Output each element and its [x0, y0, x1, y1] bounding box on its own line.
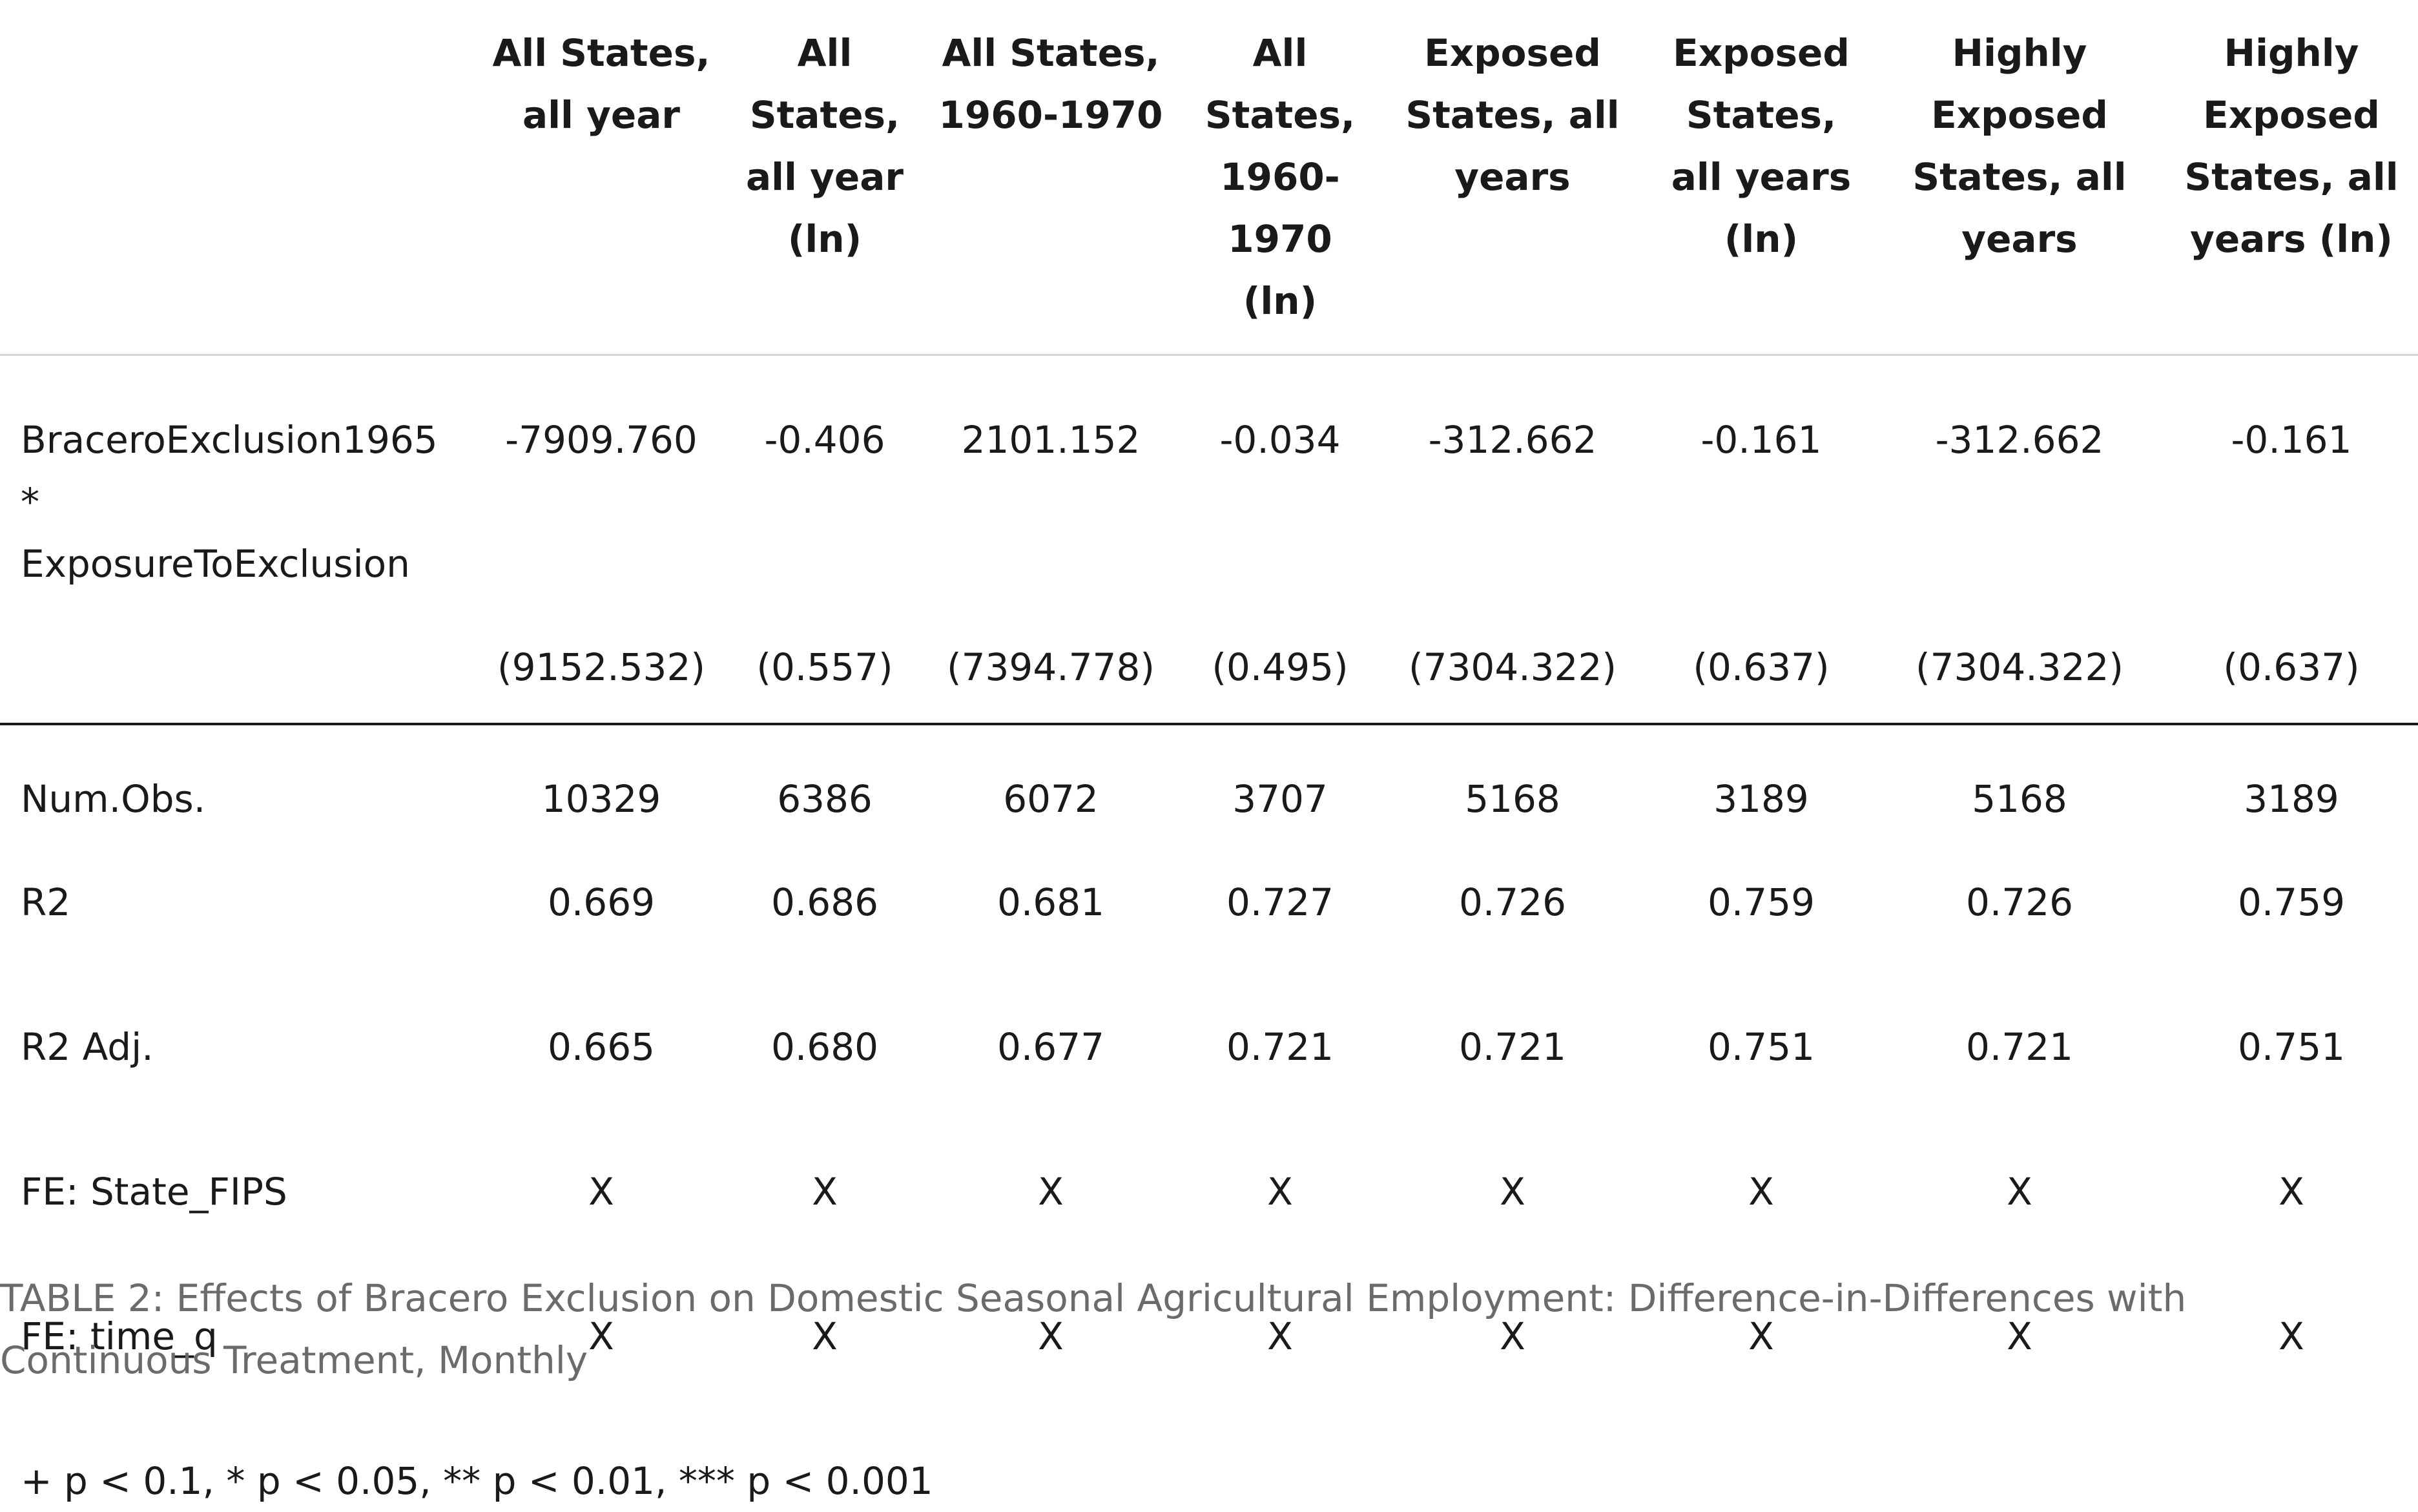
stat-value: 0.759 — [1707, 880, 1815, 924]
coefficient-estimate: -0.161 — [2231, 418, 2352, 462]
header-row: All States, all year All States, all yea… — [0, 0, 2418, 356]
coefficient-estimate: -0.406 — [764, 418, 885, 462]
stat-row-fe-state: FE: State_FIPS X X X X X X X X — [0, 1119, 2418, 1264]
stat-value: 0.727 — [1226, 880, 1334, 924]
stat-value: X — [1748, 1170, 1774, 1214]
stat-value: X — [588, 1314, 614, 1358]
coefficient-estimate: -0.161 — [1700, 418, 1822, 462]
stat-value: 0.681 — [997, 880, 1105, 924]
std-error: (7304.322) — [1377, 636, 1648, 725]
stat-value: X — [1748, 1314, 1774, 1358]
stat-value: 5168 — [1972, 777, 2067, 821]
stat-value: X — [812, 1170, 838, 1214]
std-error: (0.495) — [1183, 636, 1377, 725]
stat-value: 0.759 — [2237, 880, 2346, 924]
stat-row-num-obs: Num.Obs. 10329 6386 6072 3707 5168 3189 … — [0, 724, 2418, 830]
std-error-label-blank — [0, 636, 471, 725]
coefficient-estimate: -312.662 — [1935, 418, 2104, 462]
stat-value: X — [1038, 1170, 1064, 1214]
coefficient-label-line2: ExposureToExclusion — [21, 542, 410, 586]
std-error: (0.637) — [2165, 636, 2418, 725]
significance-note-row: + p < 0.1, * p < 0.05, ** p < 0.01, *** … — [0, 1409, 2418, 1512]
stat-label: R2 — [21, 880, 71, 924]
std-error: (0.637) — [1648, 636, 1874, 725]
stat-value: X — [2278, 1170, 2304, 1214]
coefficient-estimate: -7909.760 — [505, 418, 698, 462]
stat-value: 0.721 — [1965, 1025, 2074, 1069]
stat-value: 0.726 — [1458, 880, 1567, 924]
stat-value: 0.669 — [547, 880, 656, 924]
std-error: (9152.532) — [471, 636, 731, 725]
stat-value: X — [1267, 1170, 1293, 1214]
stat-row-r2: R2 0.669 0.686 0.681 0.727 0.726 0.759 0… — [0, 830, 2418, 975]
header-blank — [0, 0, 471, 356]
stat-label: FE: time_q — [21, 1314, 218, 1358]
stat-row-fe-time: FE: time_q X X X X X X X X — [0, 1264, 2418, 1409]
column-header: All States, 1960-1970 — [918, 0, 1183, 356]
coefficient-estimate: -0.034 — [1219, 418, 1341, 462]
std-error-row: (9152.532) (0.557) (7394.778) (0.495) (7… — [0, 636, 2418, 725]
stat-value: X — [1267, 1314, 1293, 1358]
coefficient-row: BraceroExclusion1965 * ExposureToExclusio… — [0, 355, 2418, 637]
stat-value: 10329 — [541, 777, 661, 821]
significance-note: + p < 0.1, * p < 0.05, ** p < 0.01, *** … — [21, 1459, 933, 1503]
stat-value: 3189 — [2244, 777, 2339, 821]
column-header: Exposed States, all years — [1377, 0, 1648, 356]
column-header: All States, 1960-1970 (ln) — [1183, 0, 1377, 356]
column-header: Highly Exposed States, all years — [1874, 0, 2165, 356]
column-header: All States, all year (ln) — [731, 0, 918, 356]
stat-value: 0.686 — [770, 880, 879, 924]
column-header: All States, all year — [471, 0, 731, 356]
std-error: (7394.778) — [918, 636, 1183, 725]
stat-value: 3189 — [1713, 777, 1809, 821]
coefficient-estimate: -312.662 — [1428, 418, 1597, 462]
stat-row-r2-adj: R2 Adj. 0.665 0.680 0.677 0.721 0.721 0.… — [0, 975, 2418, 1119]
stat-value: X — [2007, 1170, 2032, 1214]
stat-value: 0.680 — [770, 1025, 879, 1069]
stat-value: 0.726 — [1965, 880, 2074, 924]
stat-label: FE: State_FIPS — [21, 1170, 287, 1214]
stat-value: 0.721 — [1458, 1025, 1567, 1069]
stat-label: Num.Obs. — [21, 777, 206, 821]
stat-value: 0.665 — [547, 1025, 656, 1069]
column-header: Highly Exposed States, all years (ln) — [2165, 0, 2418, 356]
coefficient-label: BraceroExclusion1965 * ExposureToExclusio… — [0, 355, 471, 637]
stat-label: R2 Adj. — [21, 1025, 154, 1069]
table-caption: TABLE 2: Effects of Bracero Exclusion on… — [0, 1276, 2187, 1382]
stat-value: 6386 — [777, 777, 873, 821]
stat-value: X — [2007, 1314, 2032, 1358]
column-header: Exposed States, all years (ln) — [1648, 0, 1874, 356]
stat-value: 0.751 — [2237, 1025, 2346, 1069]
stat-value: 0.751 — [1707, 1025, 1815, 1069]
stat-value: X — [812, 1314, 838, 1358]
coefficient-label-line1: BraceroExclusion1965 * — [21, 418, 438, 524]
stat-value: X — [588, 1170, 614, 1214]
stat-value: 5168 — [1465, 777, 1560, 821]
stat-value: X — [1500, 1314, 1525, 1358]
stat-value: X — [1038, 1314, 1064, 1358]
stat-value: 6072 — [1003, 777, 1099, 821]
stat-value: X — [2278, 1314, 2304, 1358]
stat-value: 0.677 — [997, 1025, 1105, 1069]
std-error: (0.557) — [731, 636, 918, 725]
coefficient-estimate: 2101.152 — [961, 418, 1141, 462]
std-error: (7304.322) — [1874, 636, 2165, 725]
stat-value: 0.721 — [1226, 1025, 1334, 1069]
stat-value: 3707 — [1232, 777, 1328, 821]
stat-value: X — [1500, 1170, 1525, 1214]
